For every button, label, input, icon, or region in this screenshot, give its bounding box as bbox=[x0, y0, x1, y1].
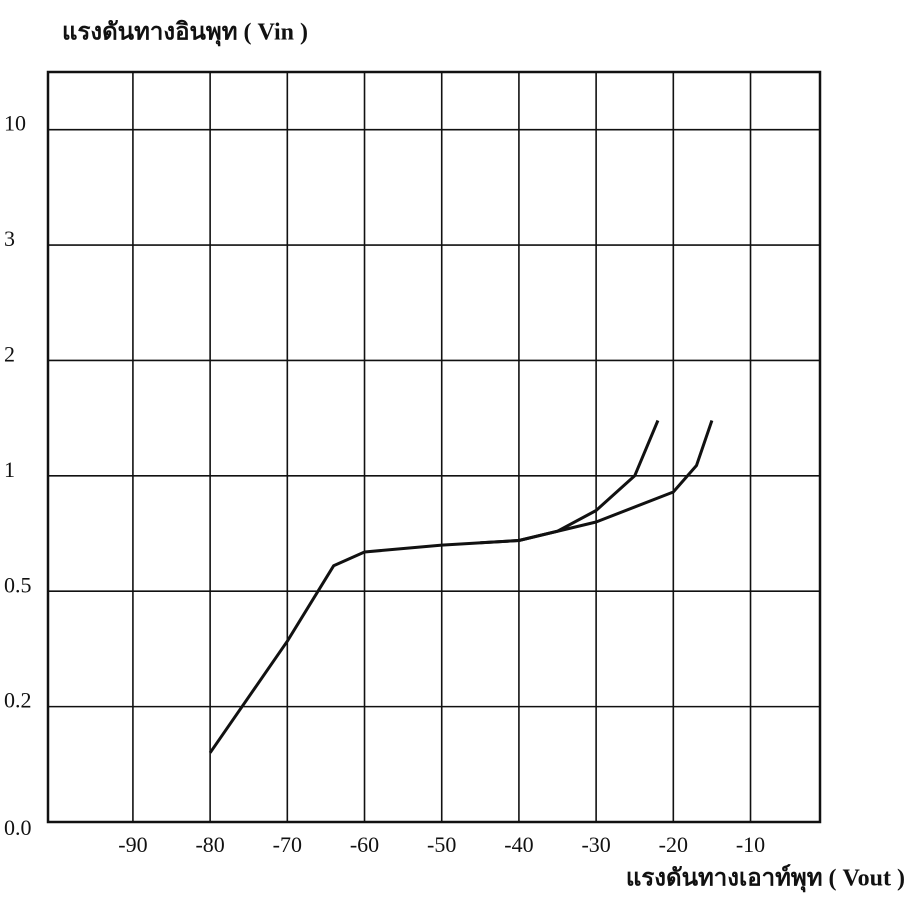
background bbox=[0, 0, 911, 922]
y-tick-label: 0.2 bbox=[4, 688, 32, 713]
x-tick-label: -40 bbox=[504, 832, 533, 857]
x-tick-label: -90 bbox=[118, 832, 147, 857]
x-tick-label: -30 bbox=[581, 832, 610, 857]
y-tick-label: 2 bbox=[4, 342, 15, 367]
y-tick-label: 3 bbox=[4, 226, 15, 251]
y-tick-label: 1 bbox=[4, 457, 15, 482]
y-tick-label: 0.5 bbox=[4, 572, 32, 597]
x-tick-label: -10 bbox=[736, 832, 765, 857]
y-tick-label: 10 bbox=[4, 111, 26, 136]
x-tick-label: -80 bbox=[195, 832, 224, 857]
x-tick-label: -60 bbox=[350, 832, 379, 857]
x-tick-label: -50 bbox=[427, 832, 456, 857]
y-axis-label: แรงดันทางอินพุท ( Vin ) bbox=[62, 20, 308, 48]
y-tick-label: 0.0 bbox=[4, 815, 32, 840]
x-tick-label: -20 bbox=[659, 832, 688, 857]
x-axis-label: แรงดันทางเอาท์พุท ( Vout ) bbox=[626, 864, 905, 894]
x-tick-label: -70 bbox=[273, 832, 302, 857]
chart: แรงดันทางอินพุท ( Vin ) แรงดันทางเอาท์พุ… bbox=[0, 0, 911, 922]
